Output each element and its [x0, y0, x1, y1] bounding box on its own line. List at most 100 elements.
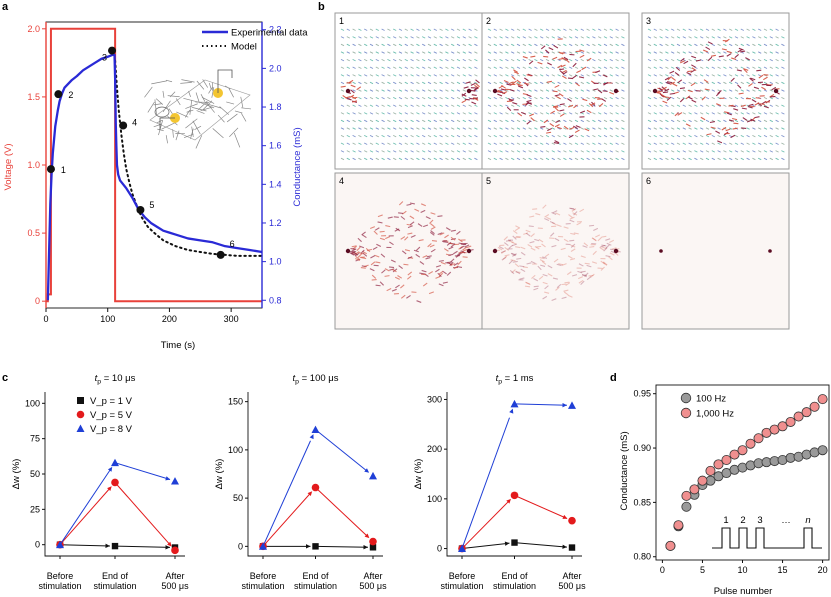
- current-mark: [581, 274, 587, 278]
- marker-3: [108, 46, 117, 55]
- vector-mark: [586, 66, 590, 69]
- vector-mark: [653, 157, 658, 161]
- vector-mark: [392, 36, 397, 39]
- vector-mark: [653, 96, 658, 100]
- vector-mark: [387, 66, 391, 69]
- current-mark: [421, 269, 427, 273]
- vector-mark: [728, 127, 733, 130]
- vector-mark: [427, 157, 432, 161]
- marker-label-4: 4: [132, 118, 137, 128]
- vector-mark: [705, 127, 710, 130]
- vector-mark: [381, 127, 385, 130]
- vector-mark: [410, 119, 414, 123]
- vector-mark: [505, 58, 509, 62]
- vector-mark: [340, 134, 345, 138]
- vector-mark: [740, 142, 745, 145]
- vector-mark: [439, 51, 443, 54]
- model-line: [114, 59, 263, 257]
- vector-mark: [375, 36, 380, 39]
- current-mark: [535, 213, 541, 216]
- vector-mark: [670, 43, 675, 47]
- nanowire: [226, 101, 235, 105]
- current-mark: [576, 69, 582, 74]
- vector-mark: [392, 157, 397, 161]
- current-mark: [710, 126, 716, 129]
- vector-mark: [723, 74, 727, 77]
- vector-mark: [775, 119, 779, 123]
- vector-mark: [381, 28, 385, 31]
- current-mark: [592, 250, 597, 256]
- vector-mark: [439, 28, 443, 31]
- vector-mark: [381, 134, 385, 138]
- vector-mark: [694, 81, 698, 85]
- vector-mark: [445, 142, 449, 145]
- vector-mark: [711, 58, 716, 62]
- vector-mark: [597, 58, 602, 62]
- current-mark: [748, 103, 754, 107]
- vector-mark: [462, 104, 467, 107]
- vector-mark: [456, 119, 461, 123]
- vector-mark: [352, 28, 356, 31]
- vector-mark: [456, 112, 461, 115]
- vector-mark: [427, 89, 432, 92]
- current-mark: [445, 262, 451, 265]
- vector-mark: [427, 36, 432, 39]
- vector-mark: [621, 51, 625, 54]
- current-mark: [551, 222, 557, 226]
- current-mark: [498, 246, 504, 250]
- xtick-label: stimulation: [493, 581, 536, 591]
- vector-mark: [705, 28, 710, 31]
- current-mark: [547, 265, 553, 269]
- vector-mark: [740, 157, 745, 161]
- vector-mark: [557, 58, 561, 62]
- vector-mark: [723, 28, 727, 31]
- vector-mark: [456, 28, 461, 31]
- vector-mark: [551, 119, 556, 123]
- vector-mark: [769, 112, 774, 115]
- vector-mark: [528, 112, 532, 115]
- vector-mark: [763, 104, 768, 107]
- vector-mark: [563, 150, 567, 153]
- vector-mark: [439, 43, 443, 47]
- current-mark: [664, 77, 670, 81]
- current-mark: [745, 57, 751, 61]
- current-mark: [703, 79, 709, 83]
- electrode-right: [773, 88, 779, 94]
- current-mark: [680, 57, 685, 62]
- vector-mark: [352, 81, 356, 85]
- vector-mark: [717, 112, 721, 115]
- vector-mark: [688, 119, 692, 123]
- vector-mark: [699, 142, 704, 145]
- vector-mark: [621, 134, 625, 138]
- series-v8-segment: [262, 440, 311, 547]
- vector-mark: [653, 43, 658, 47]
- vector-mark: [528, 89, 532, 92]
- current-mark: [520, 251, 526, 256]
- vector-mark: [462, 43, 467, 47]
- vector-mark: [404, 81, 409, 85]
- vector-mark: [705, 150, 710, 153]
- vector-mark: [450, 104, 455, 107]
- vector-mark: [586, 104, 590, 107]
- vector-mark: [375, 74, 380, 77]
- current-mark: [389, 268, 395, 271]
- current-mark: [563, 291, 569, 296]
- current-mark: [385, 236, 391, 240]
- nanowire: [196, 80, 205, 90]
- point-v5: [568, 516, 576, 525]
- vector-mark: [387, 150, 391, 153]
- vector-mark: [445, 112, 449, 115]
- current-mark: [542, 295, 548, 300]
- ytick-label: 100: [25, 398, 40, 408]
- vector-mark: [665, 58, 669, 62]
- heatmap-label-1: 1: [339, 16, 344, 26]
- vector-mark: [427, 142, 432, 145]
- current-mark: [740, 104, 746, 108]
- current-mark: [419, 272, 425, 275]
- vector-mark: [505, 119, 509, 123]
- vector-mark: [781, 96, 785, 100]
- vector-mark: [705, 96, 710, 100]
- vector-mark: [340, 36, 345, 39]
- current-mark: [573, 232, 579, 235]
- vector-mark: [487, 96, 492, 100]
